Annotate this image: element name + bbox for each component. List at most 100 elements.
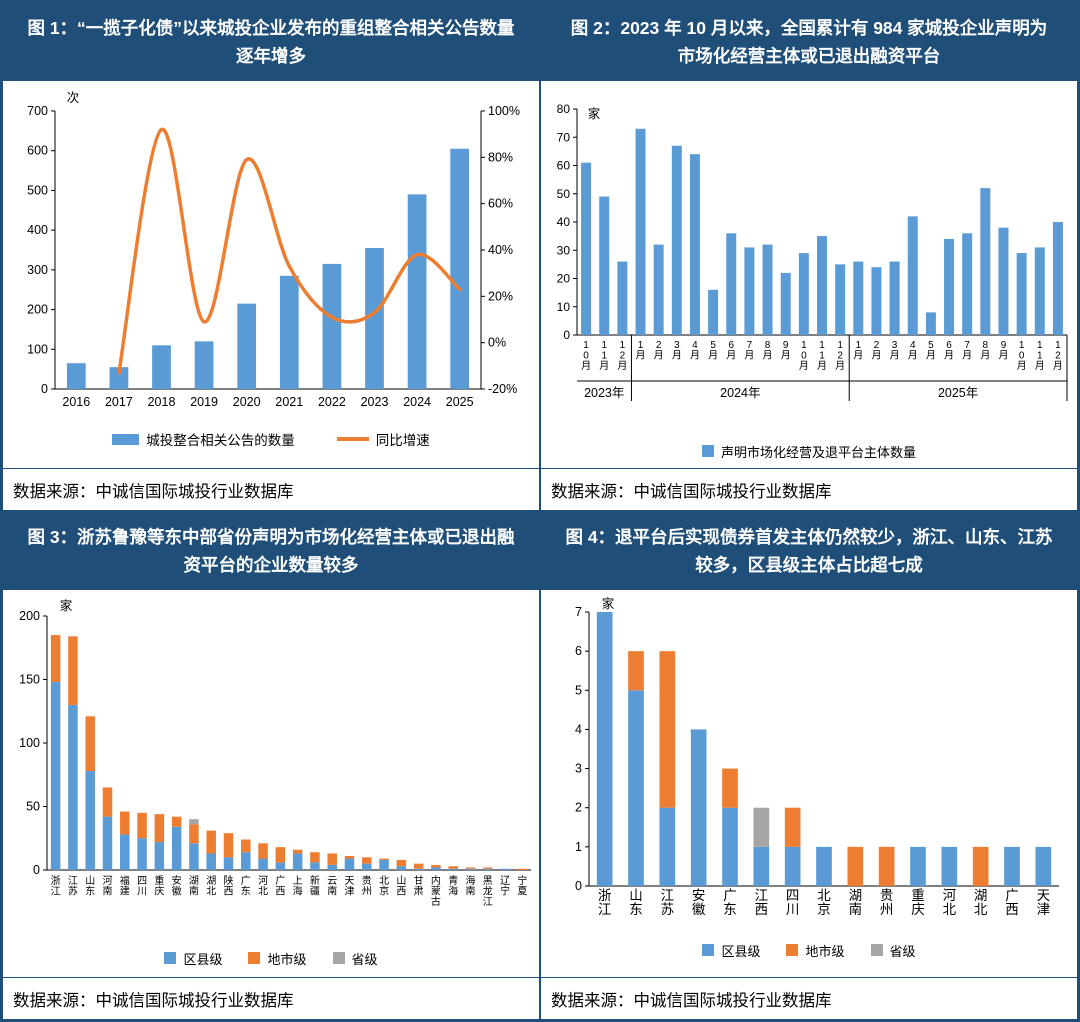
figure-4-legend: 区县级 地市级 省级 <box>541 934 1077 966</box>
category-label: 海南 <box>466 874 476 898</box>
bar <box>450 148 470 389</box>
category-label: 陕西 <box>224 874 234 898</box>
stacked-bar-segment <box>258 843 268 859</box>
stacked-bar-segment <box>910 846 926 886</box>
figure-4-chart-area: 0 1 2 3 4 5 6 7 家浙江 山东 江苏 安徽 广东 江西 四川 北京 湖南 贵州 重庆 河北 湖北 广西 天津 … <box>541 590 1077 977</box>
figure-2-chart: 0 10 20 30 40 50 60 70 80 家 1 0 月 1 1 月 1 2 月 1 月 2 月 3 月 4 月 5 月 6 月 7… <box>557 102 1068 401</box>
stacked-bar-segment <box>413 868 424 870</box>
stacked-bar-segment <box>483 867 493 869</box>
stacked-bar-segment <box>50 635 61 683</box>
stacked-bar-segment <box>500 868 510 870</box>
category-label: 甘肃 <box>414 874 424 898</box>
stacked-bar-segment <box>448 868 458 870</box>
category-label: 河南 <box>103 875 113 898</box>
stacked-bar-segment <box>241 852 251 870</box>
category-label: 江西 <box>755 888 769 917</box>
stacked-bar-segment <box>722 807 738 886</box>
bar <box>237 303 257 389</box>
stacked-bar-segment <box>344 858 355 870</box>
axis-label: 0% <box>488 336 506 350</box>
stacked-bar-segment <box>223 857 234 870</box>
axis-label: 60 <box>557 159 571 173</box>
city-swatch <box>248 952 261 964</box>
axis-label: 20% <box>488 289 513 303</box>
stacked-bar-segment <box>50 682 61 870</box>
legend-label: 区县级 <box>183 951 223 967</box>
legend-item-growth: 同比增速 <box>336 429 430 449</box>
stacked-bar-segment <box>327 853 337 865</box>
figure-3-chart-area: 0 50 100 150 200 家浙江 江苏 山东 河南 福建 四川 重庆 安徽 湖南 湖北 陕西 广东 河北广… <box>3 590 539 977</box>
stacked-bar-segment <box>379 859 389 870</box>
stacked-bar-segment <box>292 849 303 854</box>
category-label: 重庆 <box>911 888 925 917</box>
axis-label: 100 <box>27 342 48 356</box>
axis-label: 0 <box>575 879 582 893</box>
growth-line <box>117 127 462 375</box>
legend-item-province: 省级 <box>332 949 378 968</box>
bar <box>653 244 664 335</box>
legend-item-county: 区县级 <box>702 941 760 960</box>
figure-1-source: 数据来源：中诚信国际城投行业数据库 <box>3 468 539 510</box>
category-label: 浙江 <box>598 888 612 917</box>
category-label: 2023 <box>361 395 389 409</box>
axis-label: 4 <box>575 722 582 736</box>
line-swatch <box>336 437 369 441</box>
bar <box>689 154 700 335</box>
axis-label: 0 <box>41 382 48 396</box>
stacked-bar-segment <box>275 847 286 863</box>
legend-item-county: 区县级 <box>164 949 222 968</box>
stacked-bar-segment <box>137 838 147 870</box>
stacked-bar-segment <box>171 816 182 827</box>
axis-label: 10 <box>557 300 571 314</box>
figure-1-chart-area: 0 100 200 300 400 500 600 700 -20% 0% 20% 40% 60% 80%… <box>3 81 539 468</box>
bar <box>871 267 882 335</box>
category-label: 宁夏 <box>517 874 527 898</box>
y-axis-unit: 次 <box>67 91 80 105</box>
category-label: 安徽 <box>692 888 706 917</box>
category-label: 山东 <box>629 888 643 917</box>
stacked-bar-segment <box>784 846 801 886</box>
category-label: 江苏 <box>68 875 78 898</box>
axis-label: 50 <box>26 800 40 814</box>
category-label: 广东 <box>723 888 737 917</box>
figure-3-title: 图 3：浙苏鲁豫等东中部省份声明为市场化经营主体或已退出融资平台的企业数量较多 <box>3 512 539 590</box>
legend-label: 省级 <box>889 943 916 959</box>
bar <box>1034 247 1045 335</box>
stacked-bar-segment <box>241 839 251 853</box>
stacked-bar-segment <box>154 814 165 843</box>
category-label: 北京 <box>379 875 389 898</box>
stacked-bar-segment <box>941 846 958 886</box>
stacked-bar-segment <box>68 704 78 870</box>
bar <box>1016 253 1027 335</box>
figure-4-panel: 图 4：退平台后实现债券首发主体仍然较少，浙江、山东、江苏较多，区县级主体占比超… <box>540 511 1078 1020</box>
stacked-bar-segment <box>362 857 372 864</box>
axis-label: 200 <box>19 609 40 623</box>
category-label: 贵州 <box>362 874 372 898</box>
stacked-bar-segment <box>68 636 78 705</box>
stacked-bar-segment <box>223 833 234 858</box>
city-swatch <box>786 944 799 956</box>
category-label: 2025 <box>446 395 474 409</box>
figure-2-panel: 图 2：2023 年 10 月以来，全国累计有 984 家城投企业声明为市场化经… <box>540 2 1078 511</box>
bar <box>744 247 755 335</box>
stacked-bar-segment <box>258 858 268 870</box>
bar <box>762 244 773 335</box>
stacked-bar-segment <box>753 807 770 847</box>
bar <box>817 236 827 335</box>
axis-label: 80% <box>488 150 513 164</box>
category-label: 四川 <box>786 888 800 917</box>
stacked-bar-segment <box>275 862 286 870</box>
stacked-bar-segment <box>85 770 95 870</box>
category-label: 天津 <box>345 876 355 898</box>
category-label: 福建 <box>120 874 130 898</box>
category-label: 2024 <box>403 395 431 409</box>
axis-label: -20% <box>488 382 517 396</box>
category-label: 新疆 <box>310 874 320 898</box>
